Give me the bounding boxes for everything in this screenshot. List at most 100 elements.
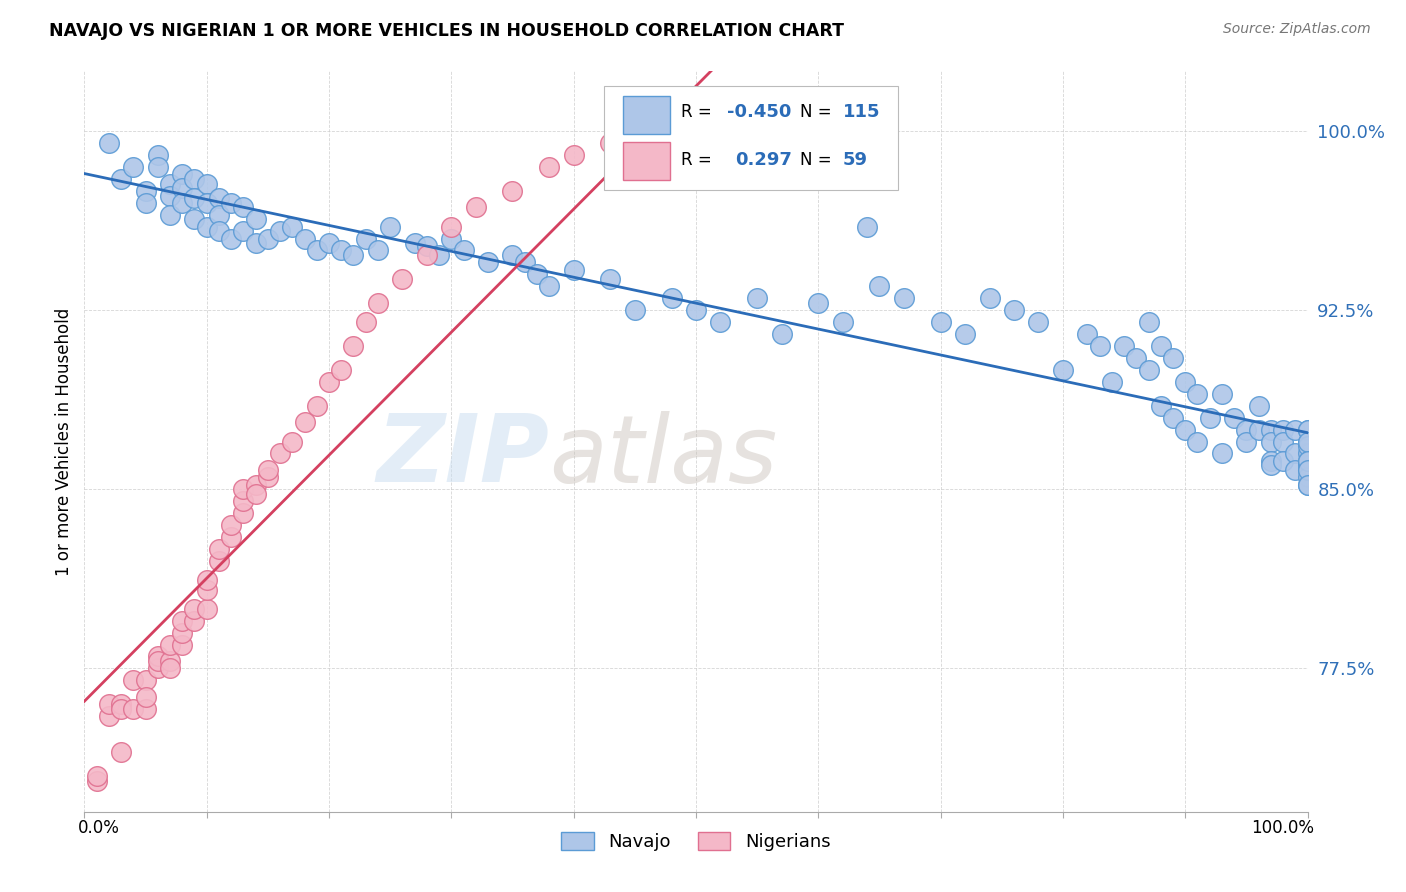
Point — [1296, 423, 1319, 437]
Point — [599, 272, 621, 286]
Point — [183, 601, 205, 615]
Point — [1296, 423, 1319, 437]
Point — [183, 171, 205, 186]
Text: 59: 59 — [842, 152, 868, 169]
Text: Source: ZipAtlas.com: Source: ZipAtlas.com — [1223, 22, 1371, 37]
Point — [1296, 477, 1319, 491]
Point — [232, 506, 254, 520]
Point — [856, 219, 879, 234]
Point — [1272, 434, 1295, 449]
Point — [979, 291, 1001, 305]
Point — [159, 177, 181, 191]
Point — [502, 248, 524, 262]
Point — [208, 191, 231, 205]
Point — [464, 201, 486, 215]
Point — [477, 255, 499, 269]
Point — [1187, 386, 1209, 401]
Point — [1296, 434, 1319, 449]
Point — [1174, 375, 1197, 389]
Point — [1296, 434, 1319, 449]
Text: 0.297: 0.297 — [735, 152, 792, 169]
Point — [1296, 477, 1319, 491]
Point — [636, 128, 658, 143]
Text: 0.0%: 0.0% — [79, 819, 120, 837]
Point — [208, 541, 231, 556]
Point — [281, 434, 304, 449]
Point — [305, 244, 328, 258]
Point — [893, 291, 915, 305]
Point — [770, 327, 793, 342]
Point — [159, 661, 181, 675]
Point — [391, 272, 413, 286]
Point — [257, 470, 280, 484]
Point — [1296, 446, 1319, 460]
Point — [685, 124, 707, 138]
Point — [869, 279, 891, 293]
Point — [929, 315, 952, 329]
Text: N =: N = — [800, 152, 837, 169]
Point — [354, 315, 377, 329]
Point — [831, 315, 853, 329]
Point — [294, 416, 316, 430]
Point — [110, 745, 132, 759]
Point — [159, 208, 181, 222]
Point — [869, 128, 891, 143]
Point — [122, 702, 145, 716]
Point — [1198, 410, 1220, 425]
Point — [122, 160, 145, 174]
Point — [1260, 434, 1282, 449]
Point — [1223, 410, 1246, 425]
FancyBboxPatch shape — [605, 87, 898, 190]
Point — [232, 483, 254, 497]
Point — [1296, 463, 1319, 477]
Point — [416, 238, 439, 252]
Point — [172, 614, 194, 628]
Point — [1296, 463, 1319, 477]
Point — [195, 195, 218, 210]
Point — [502, 184, 524, 198]
Point — [1260, 458, 1282, 473]
Point — [318, 375, 340, 389]
FancyBboxPatch shape — [623, 95, 671, 135]
Point — [195, 219, 218, 234]
Point — [538, 160, 561, 174]
Text: atlas: atlas — [550, 411, 778, 502]
Point — [440, 219, 463, 234]
Point — [1284, 423, 1306, 437]
Point — [146, 649, 169, 664]
Point — [427, 248, 450, 262]
Point — [1236, 434, 1258, 449]
Point — [110, 171, 132, 186]
Text: 115: 115 — [842, 103, 880, 121]
Y-axis label: 1 or more Vehicles in Household: 1 or more Vehicles in Household — [55, 308, 73, 575]
Point — [232, 201, 254, 215]
Point — [1161, 351, 1184, 365]
Point — [245, 477, 267, 491]
Point — [294, 231, 316, 245]
Point — [281, 219, 304, 234]
Legend: Navajo, Nigerians: Navajo, Nigerians — [554, 824, 838, 858]
Point — [1296, 470, 1319, 484]
Point — [135, 673, 157, 688]
Point — [747, 128, 769, 143]
Point — [1101, 375, 1123, 389]
Point — [1296, 453, 1319, 467]
Point — [1161, 410, 1184, 425]
Point — [367, 296, 389, 310]
Point — [1284, 446, 1306, 460]
Point — [159, 188, 181, 202]
Point — [245, 487, 267, 501]
Point — [172, 181, 194, 195]
Point — [709, 315, 731, 329]
Point — [232, 494, 254, 508]
Text: N =: N = — [800, 103, 837, 121]
Point — [513, 255, 536, 269]
Point — [110, 702, 132, 716]
Point — [624, 303, 647, 318]
Point — [245, 236, 267, 251]
Point — [1150, 399, 1173, 413]
Point — [453, 244, 475, 258]
Point — [219, 530, 242, 544]
Point — [110, 698, 132, 712]
Point — [1125, 351, 1147, 365]
